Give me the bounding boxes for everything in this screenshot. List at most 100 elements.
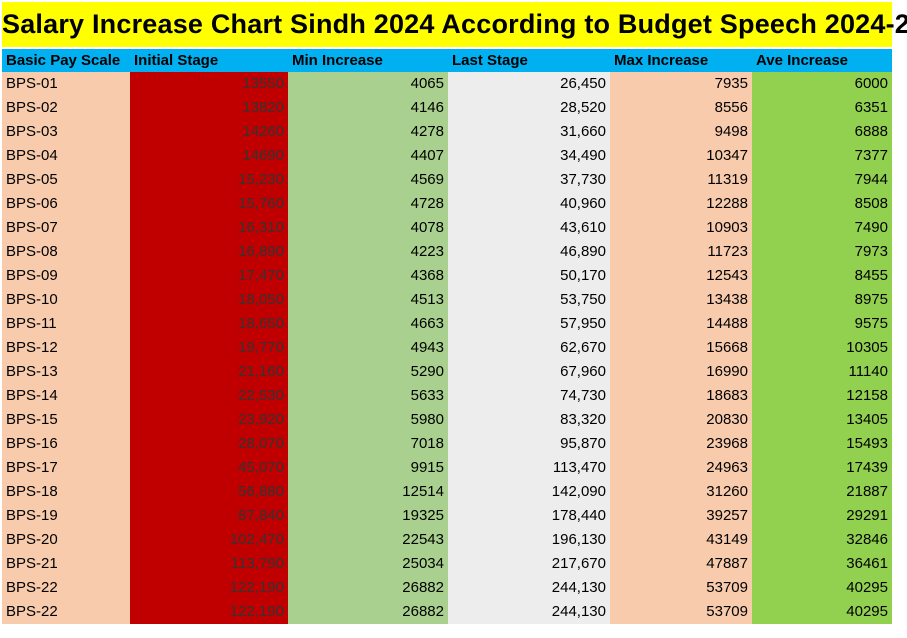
max-increase-cell[interactable]: 18683 <box>610 384 752 408</box>
pay-scale-cell[interactable]: BPS-03 <box>2 120 130 144</box>
max-increase-cell[interactable]: 13438 <box>610 288 752 312</box>
initial-stage-cell[interactable]: 28,070 <box>130 432 288 456</box>
column-header-max-increase[interactable]: Max Increase <box>610 49 752 72</box>
max-increase-cell[interactable]: 14488 <box>610 312 752 336</box>
last-stage-cell[interactable]: 244,130 <box>448 576 610 600</box>
max-increase-cell[interactable]: 53709 <box>610 600 752 624</box>
min-increase-cell[interactable]: 4368 <box>288 264 448 288</box>
ave-increase-cell[interactable]: 29291 <box>752 504 892 528</box>
last-stage-cell[interactable]: 62,670 <box>448 336 610 360</box>
max-increase-cell[interactable]: 53709 <box>610 576 752 600</box>
last-stage-cell[interactable]: 40,960 <box>448 192 610 216</box>
max-increase-cell[interactable]: 12543 <box>610 264 752 288</box>
ave-increase-cell[interactable]: 7944 <box>752 168 892 192</box>
ave-increase-cell[interactable]: 10305 <box>752 336 892 360</box>
min-increase-cell[interactable]: 4278 <box>288 120 448 144</box>
column-header-initial-stage[interactable]: Initial Stage <box>130 49 288 72</box>
initial-stage-cell[interactable]: 14260 <box>130 120 288 144</box>
min-increase-cell[interactable]: 4943 <box>288 336 448 360</box>
column-header-ave-increase[interactable]: Ave Increase <box>752 49 892 72</box>
min-increase-cell[interactable]: 25034 <box>288 552 448 576</box>
last-stage-cell[interactable]: 178,440 <box>448 504 610 528</box>
last-stage-cell[interactable]: 53,750 <box>448 288 610 312</box>
pay-scale-cell[interactable]: BPS-16 <box>2 432 130 456</box>
last-stage-cell[interactable]: 50,170 <box>448 264 610 288</box>
initial-stage-cell[interactable]: 15,760 <box>130 192 288 216</box>
ave-increase-cell[interactable]: 17439 <box>752 456 892 480</box>
ave-increase-cell[interactable]: 8455 <box>752 264 892 288</box>
last-stage-cell[interactable]: 217,670 <box>448 552 610 576</box>
ave-increase-cell[interactable]: 15493 <box>752 432 892 456</box>
max-increase-cell[interactable]: 39257 <box>610 504 752 528</box>
initial-stage-cell[interactable]: 16,310 <box>130 216 288 240</box>
initial-stage-cell[interactable]: 113,790 <box>130 552 288 576</box>
last-stage-cell[interactable]: 244,130 <box>448 600 610 624</box>
initial-stage-cell[interactable]: 17,470 <box>130 264 288 288</box>
pay-scale-cell[interactable]: BPS-22 <box>2 576 130 600</box>
last-stage-cell[interactable]: 95,870 <box>448 432 610 456</box>
last-stage-cell[interactable]: 37,730 <box>448 168 610 192</box>
last-stage-cell[interactable]: 28,520 <box>448 96 610 120</box>
pay-scale-cell[interactable]: BPS-22 <box>2 600 130 624</box>
last-stage-cell[interactable]: 26,450 <box>448 72 610 96</box>
pay-scale-cell[interactable]: BPS-15 <box>2 408 130 432</box>
ave-increase-cell[interactable]: 7490 <box>752 216 892 240</box>
ave-increase-cell[interactable]: 8975 <box>752 288 892 312</box>
pay-scale-cell[interactable]: BPS-07 <box>2 216 130 240</box>
min-increase-cell[interactable]: 4146 <box>288 96 448 120</box>
ave-increase-cell[interactable]: 9575 <box>752 312 892 336</box>
min-increase-cell[interactable]: 7018 <box>288 432 448 456</box>
initial-stage-cell[interactable]: 23,920 <box>130 408 288 432</box>
min-increase-cell[interactable]: 22543 <box>288 528 448 552</box>
max-increase-cell[interactable]: 43149 <box>610 528 752 552</box>
column-header-basic-pay-scale[interactable]: Basic Pay Scale <box>2 49 130 72</box>
pay-scale-cell[interactable]: BPS-17 <box>2 456 130 480</box>
ave-increase-cell[interactable]: 6888 <box>752 120 892 144</box>
ave-increase-cell[interactable]: 12158 <box>752 384 892 408</box>
max-increase-cell[interactable]: 31260 <box>610 480 752 504</box>
min-increase-cell[interactable]: 19325 <box>288 504 448 528</box>
ave-increase-cell[interactable]: 6351 <box>752 96 892 120</box>
column-header-min-increase[interactable]: Min Increase <box>288 49 448 72</box>
min-increase-cell[interactable]: 4078 <box>288 216 448 240</box>
ave-increase-cell[interactable]: 7973 <box>752 240 892 264</box>
column-header-last-stage[interactable]: Last Stage <box>448 49 610 72</box>
min-increase-cell[interactable]: 5633 <box>288 384 448 408</box>
initial-stage-cell[interactable]: 45,070 <box>130 456 288 480</box>
pay-scale-cell[interactable]: BPS-21 <box>2 552 130 576</box>
ave-increase-cell[interactable]: 6000 <box>752 72 892 96</box>
pay-scale-cell[interactable]: BPS-04 <box>2 144 130 168</box>
last-stage-cell[interactable]: 46,890 <box>448 240 610 264</box>
pay-scale-cell[interactable]: BPS-02 <box>2 96 130 120</box>
max-increase-cell[interactable]: 8556 <box>610 96 752 120</box>
initial-stage-cell[interactable]: 16,890 <box>130 240 288 264</box>
max-increase-cell[interactable]: 47887 <box>610 552 752 576</box>
pay-scale-cell[interactable]: BPS-08 <box>2 240 130 264</box>
initial-stage-cell[interactable]: 122,190 <box>130 576 288 600</box>
ave-increase-cell[interactable]: 32846 <box>752 528 892 552</box>
initial-stage-cell[interactable]: 13820 <box>130 96 288 120</box>
ave-increase-cell[interactable]: 13405 <box>752 408 892 432</box>
pay-scale-cell[interactable]: BPS-11 <box>2 312 130 336</box>
ave-increase-cell[interactable]: 8508 <box>752 192 892 216</box>
last-stage-cell[interactable]: 67,960 <box>448 360 610 384</box>
min-increase-cell[interactable]: 5290 <box>288 360 448 384</box>
min-increase-cell[interactable]: 12514 <box>288 480 448 504</box>
pay-scale-cell[interactable]: BPS-20 <box>2 528 130 552</box>
last-stage-cell[interactable]: 83,320 <box>448 408 610 432</box>
initial-stage-cell[interactable]: 18,650 <box>130 312 288 336</box>
ave-increase-cell[interactable]: 40295 <box>752 600 892 624</box>
ave-increase-cell[interactable]: 7377 <box>752 144 892 168</box>
max-increase-cell[interactable]: 12288 <box>610 192 752 216</box>
last-stage-cell[interactable]: 57,950 <box>448 312 610 336</box>
max-increase-cell[interactable]: 10903 <box>610 216 752 240</box>
min-increase-cell[interactable]: 4728 <box>288 192 448 216</box>
max-increase-cell[interactable]: 15668 <box>610 336 752 360</box>
initial-stage-cell[interactable]: 15,230 <box>130 168 288 192</box>
initial-stage-cell[interactable]: 21,160 <box>130 360 288 384</box>
initial-stage-cell[interactable]: 22,530 <box>130 384 288 408</box>
last-stage-cell[interactable]: 142,090 <box>448 480 610 504</box>
initial-stage-cell[interactable]: 14690 <box>130 144 288 168</box>
ave-increase-cell[interactable]: 11140 <box>752 360 892 384</box>
min-increase-cell[interactable]: 26882 <box>288 576 448 600</box>
